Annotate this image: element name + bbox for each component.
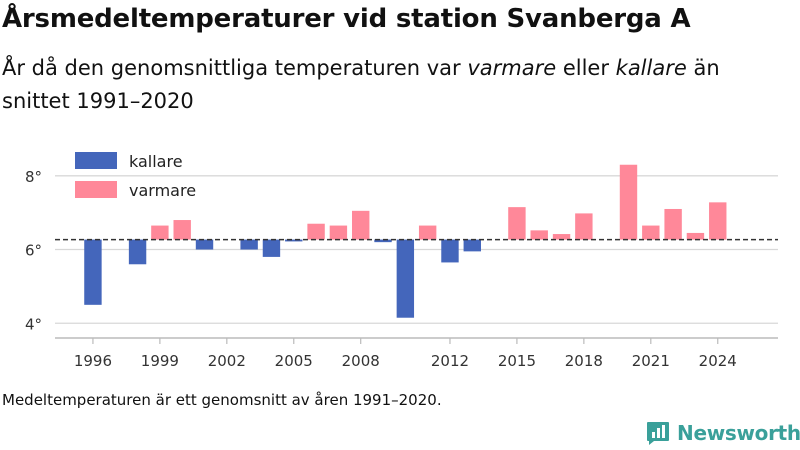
x-tick-label: 2002 <box>208 352 246 370</box>
bar-2017 <box>552 234 571 240</box>
bar-1998 <box>128 239 147 265</box>
bar-1999 <box>151 225 169 240</box>
bar-2004 <box>262 239 281 257</box>
newsworthy-logo-icon <box>647 422 669 445</box>
bar-2021 <box>642 225 660 240</box>
legend: kallare varmare <box>75 152 196 200</box>
y-tick-label: 6° <box>25 242 42 260</box>
legend-swatch-warm <box>75 181 117 198</box>
x-tick-label: 1996 <box>74 352 112 370</box>
bar-2016 <box>530 230 548 240</box>
bar-2007 <box>329 225 348 240</box>
bar-2023 <box>686 232 705 240</box>
bar-1996 <box>84 239 102 305</box>
bar-2006 <box>307 223 325 240</box>
x-tick-label: 2021 <box>632 352 670 370</box>
legend-swatch-cold <box>75 152 117 169</box>
x-tick-label: 2024 <box>699 352 737 370</box>
bar-2022 <box>664 208 682 240</box>
brand-logo: Newsworthy <box>645 420 800 446</box>
x-tick-label: 2018 <box>565 352 603 370</box>
x-tick-label: 2015 <box>498 352 536 370</box>
bar-2013 <box>463 239 481 252</box>
subtitle-part2: eller <box>556 56 616 80</box>
y-tick-label: 8° <box>25 168 42 186</box>
x-tick-label: 2012 <box>431 352 469 370</box>
bar-2001 <box>195 239 214 250</box>
brand-name: Newsworthy <box>677 421 800 445</box>
x-tick-label: 2008 <box>342 352 380 370</box>
subtitle-part1: År då den genomsnittliga temperaturen va… <box>2 56 468 80</box>
bar-2000 <box>173 220 191 240</box>
subtitle-cold-word: kallare <box>615 56 687 80</box>
x-tick-label: 1999 <box>141 352 179 370</box>
bar-2005 <box>285 239 303 242</box>
bar-2018 <box>575 213 593 240</box>
subtitle-warm-word: varmare <box>467 56 557 80</box>
chart-title: Årsmedeltemperaturer vid station Svanber… <box>2 4 691 34</box>
bar-2003 <box>240 239 258 250</box>
bar-2009 <box>374 239 392 243</box>
chart-subtitle: År då den genomsnittliga temperaturen va… <box>2 52 792 118</box>
subtitle-part3: än snittet 1991–2020 <box>2 56 720 113</box>
legend-label-cold: kallare <box>129 152 183 171</box>
bar-2020 <box>619 164 638 240</box>
bar-2008 <box>352 210 370 240</box>
bar-2024 <box>709 202 727 240</box>
bar-2010 <box>396 239 415 318</box>
bar-2015 <box>508 207 526 240</box>
bar-2011 <box>418 225 437 240</box>
footnote: Medeltemperaturen är ett genomsnitt av å… <box>2 391 442 409</box>
y-tick-label: 4° <box>25 315 42 333</box>
bar-2012 <box>441 239 459 263</box>
x-tick-label: 2005 <box>275 352 313 370</box>
legend-label-warm: varmare <box>129 181 196 200</box>
